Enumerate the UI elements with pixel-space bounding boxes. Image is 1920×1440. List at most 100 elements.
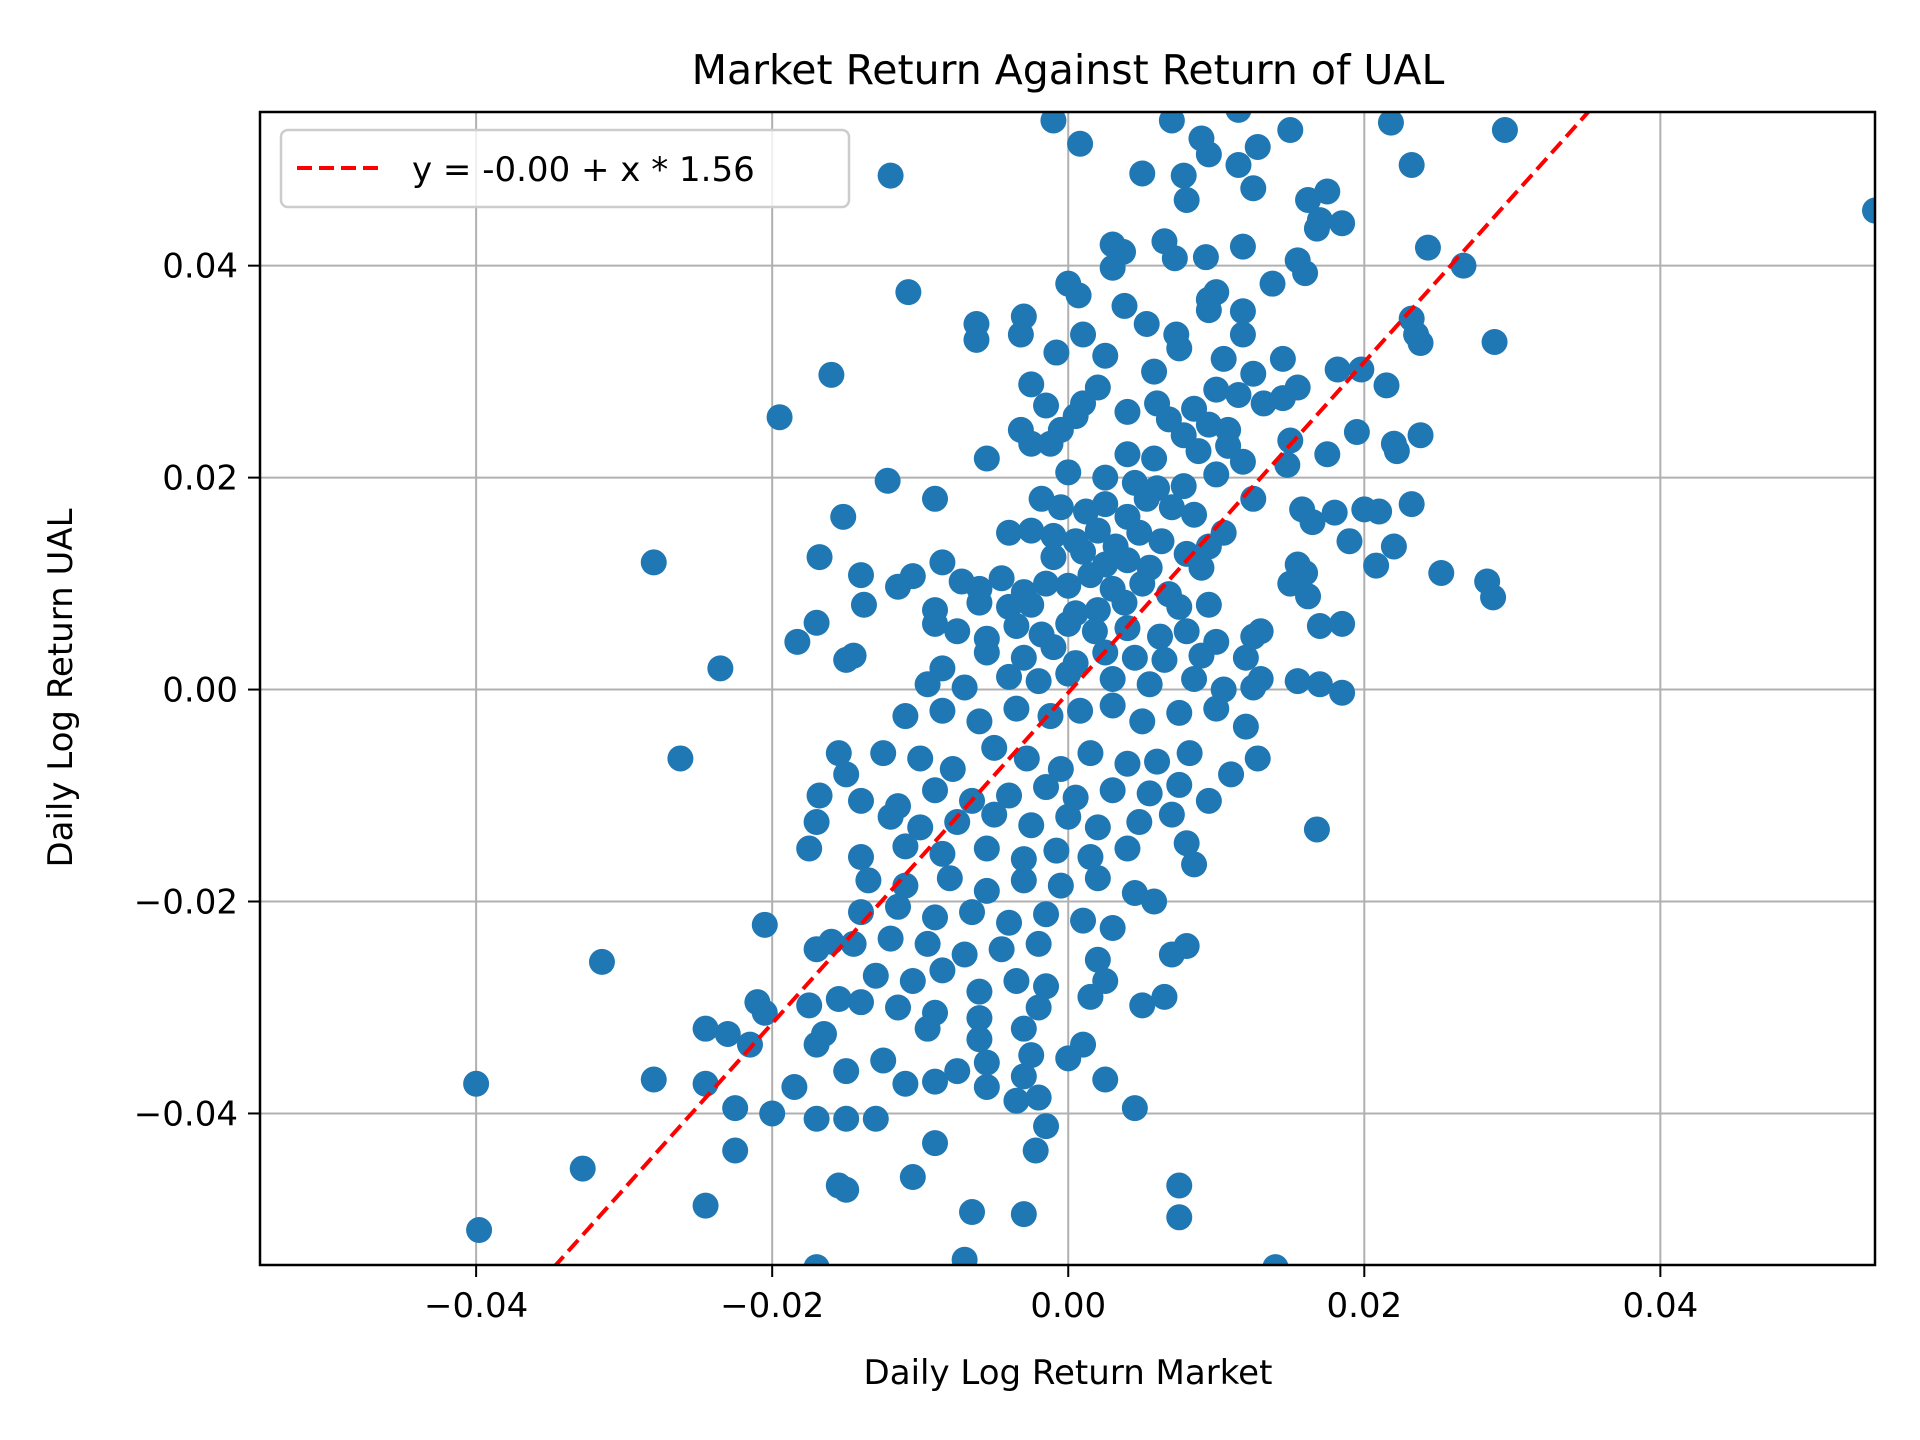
data-point	[1010, 644, 1037, 671]
data-point	[692, 1070, 719, 1097]
data-point	[1114, 547, 1141, 574]
data-point	[1067, 130, 1094, 157]
data-point	[1195, 297, 1222, 324]
data-point	[1247, 618, 1274, 645]
data-point	[1481, 328, 1508, 355]
data-point	[1025, 668, 1052, 695]
data-point	[996, 663, 1023, 690]
data-point	[781, 1073, 808, 1100]
data-point	[966, 978, 993, 1005]
data-point	[1262, 1254, 1289, 1265]
data-point	[1092, 491, 1119, 518]
data-point	[1111, 589, 1138, 616]
x-axis-ticks: −0.04 −0.02 0.00 0.02 0.04	[424, 1265, 1698, 1326]
data-point	[825, 986, 852, 1013]
data-point	[1329, 210, 1356, 237]
data-point	[1047, 494, 1074, 521]
data-point	[722, 1137, 749, 1164]
data-point	[1158, 801, 1185, 828]
data-point	[1047, 416, 1074, 443]
data-point	[966, 1026, 993, 1053]
data-point	[963, 326, 990, 353]
data-point	[806, 782, 833, 809]
x-axis-label: Daily Log Return Market	[864, 1353, 1273, 1393]
data-point	[1377, 112, 1404, 136]
data-point	[1114, 441, 1141, 468]
data-point	[1269, 345, 1296, 372]
data-point	[847, 989, 874, 1016]
data-point	[1166, 771, 1193, 798]
data-point	[895, 279, 922, 306]
data-point	[1366, 498, 1393, 525]
data-point	[1070, 907, 1097, 934]
data-point	[981, 734, 1008, 761]
data-point	[1121, 1095, 1148, 1122]
data-point	[1232, 713, 1259, 740]
data-point	[944, 618, 971, 645]
data-point	[1192, 244, 1219, 271]
data-point	[1176, 740, 1203, 767]
data-point	[1144, 748, 1171, 775]
data-point	[973, 1049, 1000, 1076]
data-point	[1055, 572, 1082, 599]
data-point	[1084, 865, 1111, 892]
data-point	[1181, 501, 1208, 528]
data-point	[1092, 342, 1119, 369]
data-point	[1018, 430, 1045, 457]
y-axis-ticks: −0.04 −0.02 0.00 0.02 0.04	[134, 247, 260, 1134]
data-point	[929, 957, 956, 984]
data-point	[1040, 522, 1067, 549]
data-point	[1181, 851, 1208, 878]
data-point	[736, 1031, 763, 1058]
data-point	[1018, 1042, 1045, 1069]
data-point	[1166, 1204, 1193, 1231]
data-point	[1099, 692, 1126, 719]
data-point	[1398, 151, 1425, 178]
data-point	[1380, 533, 1407, 560]
data-point	[885, 994, 912, 1021]
data-point	[1126, 519, 1153, 546]
data-point	[973, 639, 1000, 666]
data-point	[1240, 360, 1267, 387]
data-point	[892, 833, 919, 860]
data-point	[1225, 381, 1252, 408]
data-point	[1092, 1066, 1119, 1093]
data-point	[1428, 559, 1455, 586]
data-point	[1195, 141, 1222, 168]
data-point	[847, 843, 874, 870]
data-point	[1203, 695, 1230, 722]
data-point	[714, 1020, 741, 1047]
data-point	[818, 361, 845, 388]
data-point	[1299, 509, 1326, 536]
data-point	[1055, 459, 1082, 486]
data-point	[1166, 335, 1193, 362]
data-point	[1185, 438, 1212, 465]
data-point	[1033, 1113, 1060, 1140]
data-point	[1092, 464, 1119, 491]
data-point	[1081, 618, 1108, 645]
data-point	[1070, 321, 1097, 348]
data-point	[973, 445, 1000, 472]
data-point	[803, 936, 830, 963]
data-point	[1229, 321, 1256, 348]
data-point	[751, 911, 778, 938]
data-point	[1277, 427, 1304, 454]
data-point	[1259, 270, 1286, 297]
data-point	[833, 1058, 860, 1085]
data-point	[1013, 745, 1040, 772]
data-point	[944, 809, 971, 836]
data-point	[1324, 356, 1351, 383]
data-point	[1225, 151, 1252, 178]
data-point	[1195, 787, 1222, 814]
data-point	[1232, 644, 1259, 671]
data-point	[1077, 740, 1104, 767]
data-point	[1336, 528, 1363, 555]
data-point	[988, 936, 1015, 963]
data-point	[1010, 1063, 1037, 1090]
data-point	[1148, 528, 1175, 555]
data-point	[1450, 252, 1477, 279]
data-point	[892, 703, 919, 730]
data-point	[833, 1105, 860, 1132]
data-point	[1133, 485, 1160, 512]
